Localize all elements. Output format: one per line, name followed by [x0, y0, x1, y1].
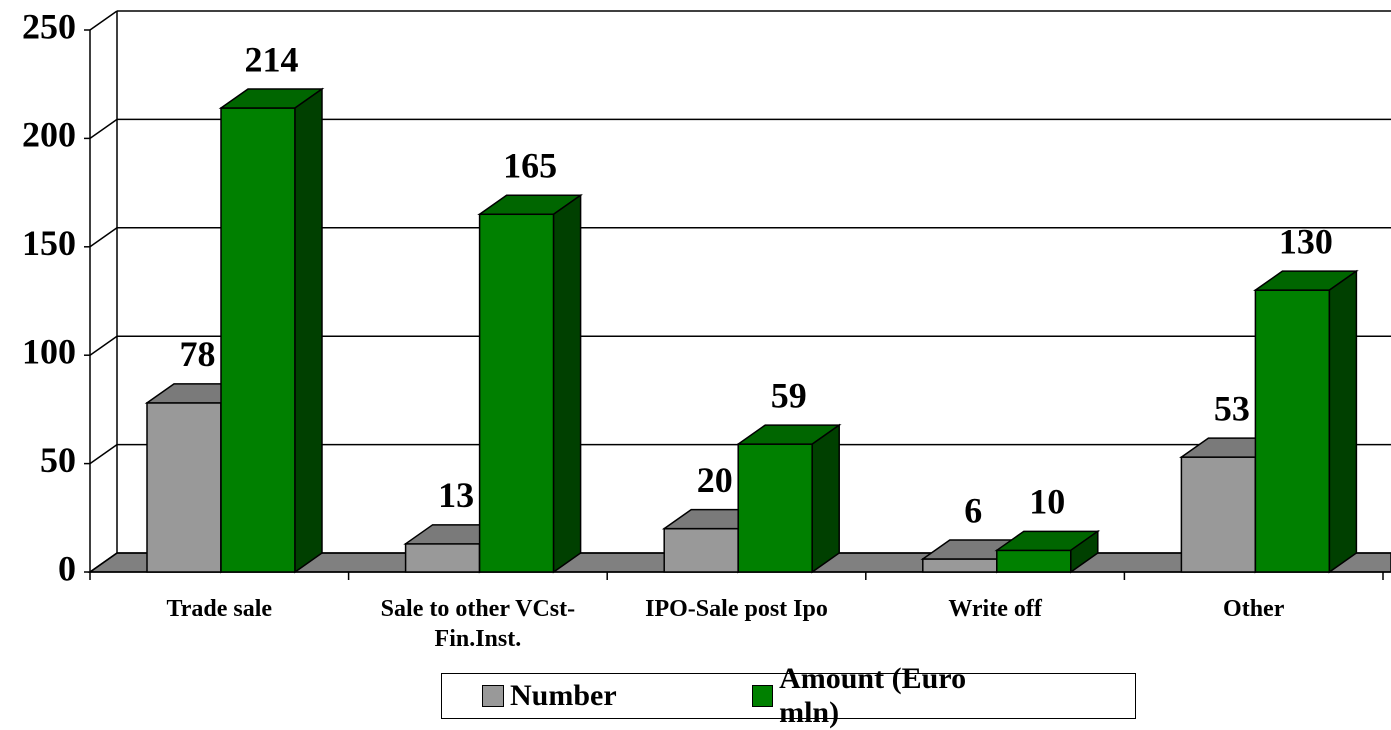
wall-diagonal [89, 443, 118, 465]
wall-diagonal [89, 227, 118, 248]
legend-item: Number [482, 679, 752, 713]
legend-item: Amount (Euro mln) [752, 662, 1022, 730]
wall-diagonal [89, 552, 118, 573]
y-tick-label: 150 [22, 223, 76, 263]
value-label: 59 [771, 375, 807, 415]
bar-side [294, 87, 323, 574]
legend-label: Number [510, 679, 617, 712]
bar-front [404, 543, 481, 573]
bar-side [811, 423, 840, 574]
value-label: 78 [180, 334, 216, 374]
bar-front [1180, 456, 1257, 573]
x-tick-label: Write off [948, 596, 1042, 622]
legend-swatch [482, 685, 504, 707]
value-label: 10 [1029, 482, 1065, 522]
bar-front [663, 527, 739, 573]
wall-diagonal [89, 10, 118, 31]
bar-side [1328, 269, 1358, 574]
y-tick-label: 50 [40, 440, 76, 480]
value-label: 6 [964, 490, 982, 530]
y-tick-label: 0 [58, 548, 76, 588]
value-label: 165 [503, 146, 557, 186]
y-tick-label: 200 [22, 115, 76, 155]
bar-front [220, 107, 296, 573]
x-tick-label: Trade sale [166, 596, 273, 622]
bar-side [1070, 529, 1099, 574]
x-tick-label: IPO-Sale post Ipo [645, 596, 828, 622]
bar-front [996, 549, 1072, 573]
legend-swatch [752, 685, 774, 707]
legend-label: Amount (Euro mln) [779, 662, 967, 729]
bar-front [146, 402, 222, 573]
value-label: 13 [438, 475, 474, 515]
bar-front [922, 558, 998, 573]
value-label: 53 [1214, 388, 1250, 428]
legend: Number Amount (Euro mln) [441, 662, 1136, 729]
y-tick-label: 250 [22, 6, 76, 46]
bar-front [478, 213, 555, 573]
y-tick-label: 100 [22, 331, 76, 371]
bar-front [737, 443, 813, 573]
bar-front [1254, 289, 1331, 573]
value-label: 130 [1279, 221, 1333, 261]
x-tick-label: Sale to other VCst-Fin.Inst. [380, 596, 576, 652]
value-label: 214 [245, 39, 299, 79]
x-tick-label: Other [1223, 596, 1285, 622]
wall-diagonal [89, 118, 118, 140]
wall-diagonal [89, 335, 118, 356]
value-label: 20 [697, 460, 733, 500]
bar-side [552, 193, 582, 574]
